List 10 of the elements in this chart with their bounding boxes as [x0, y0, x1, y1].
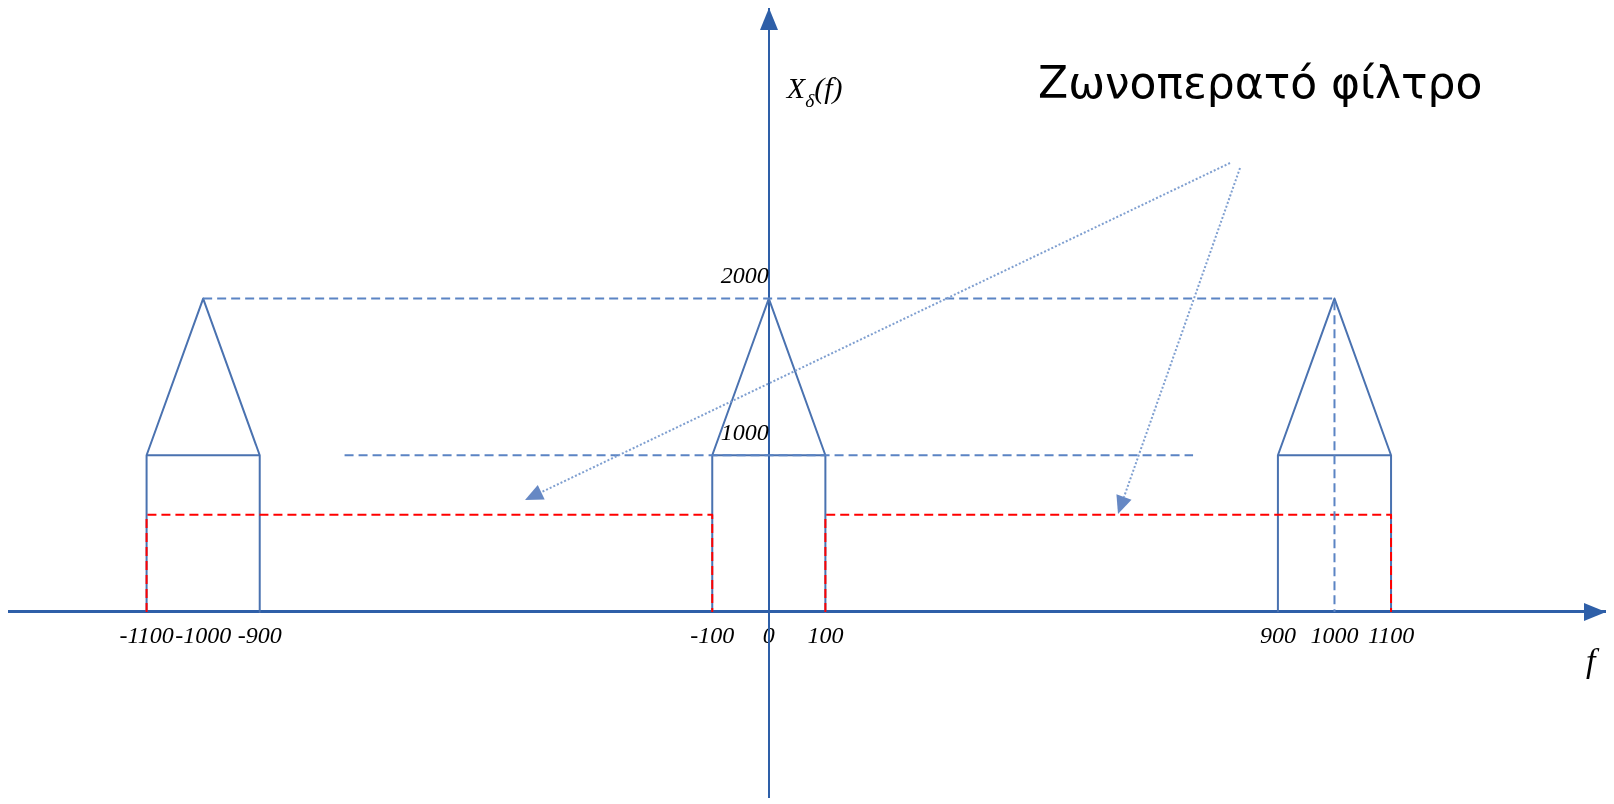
x-tick-label: 900	[1259, 621, 1296, 648]
x-tick-label: 100	[807, 621, 844, 648]
x-axis-title: f	[1586, 641, 1600, 679]
x-tick-label: -1100	[119, 621, 174, 648]
annotation: Ζωνοπερατό φίλτρο	[1038, 57, 1483, 108]
x-tick-label: 1100	[1367, 621, 1415, 648]
x-tick-label: -1000	[175, 621, 232, 648]
x-tick-label: -100	[690, 621, 735, 648]
x-tick-label: -900	[237, 621, 282, 648]
x-tick-label: 1000	[1310, 621, 1359, 648]
